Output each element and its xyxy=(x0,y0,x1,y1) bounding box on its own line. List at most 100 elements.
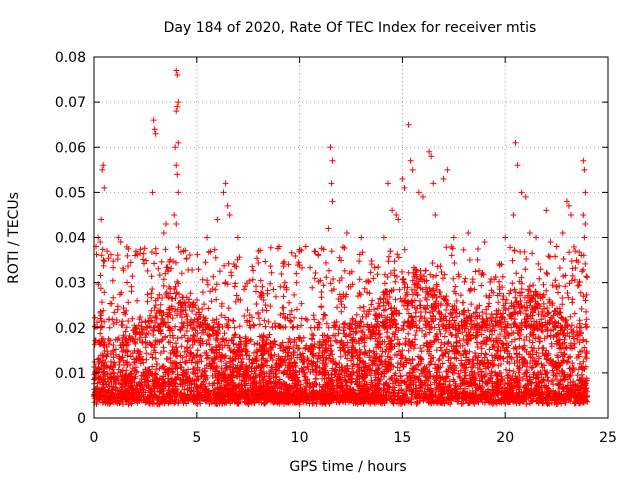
axis-ticks: 0 5 10 15 20 25 0 0.01 0.02 0.03 0.04 0.05 0.06 0.07 0… xyxy=(55,50,617,446)
data-point xyxy=(399,175,406,182)
data-point xyxy=(174,171,181,178)
x-tick-label: 15 xyxy=(393,430,411,446)
data-point xyxy=(526,229,533,236)
data-point xyxy=(151,126,158,133)
data-point xyxy=(430,180,437,187)
data-point xyxy=(175,139,182,146)
data-point xyxy=(581,234,588,241)
dense-point-cloud xyxy=(91,243,591,408)
data-point xyxy=(565,202,572,209)
data-point xyxy=(428,153,435,160)
y-tick-label: 0.05 xyxy=(55,185,86,201)
y-axis-label: ROTI / TECUs xyxy=(6,192,22,284)
data-point xyxy=(162,220,169,227)
data-point xyxy=(132,252,139,259)
data-point xyxy=(175,189,182,196)
data-point xyxy=(514,162,521,169)
data-point xyxy=(385,180,392,187)
y-tick-label: 0.03 xyxy=(55,276,86,292)
data-point xyxy=(98,216,105,223)
data-point xyxy=(255,248,262,255)
data-point xyxy=(465,229,472,236)
data-point xyxy=(172,144,179,151)
data-point xyxy=(512,139,519,146)
data-point xyxy=(220,189,227,196)
x-tick-label: 0 xyxy=(90,430,99,446)
y-tick-label: 0 xyxy=(77,411,86,427)
data-point xyxy=(572,248,579,255)
data-point xyxy=(173,67,180,74)
y-tick-label: 0.01 xyxy=(55,366,86,382)
data-point xyxy=(405,121,412,128)
data-point xyxy=(97,239,104,246)
x-tick-label: 5 xyxy=(192,430,201,446)
chart-title: Day 184 of 2020, Rate Of TEC Index for r… xyxy=(164,20,537,36)
data-point xyxy=(100,162,107,169)
data-point xyxy=(358,234,365,241)
data-point xyxy=(302,243,309,250)
data-point xyxy=(510,211,517,218)
data-point xyxy=(553,243,560,250)
data-point xyxy=(343,229,350,236)
data-point xyxy=(409,166,416,173)
data-point xyxy=(444,166,451,173)
data-point xyxy=(160,229,167,236)
data-point xyxy=(393,211,400,218)
data-point xyxy=(149,189,156,196)
y-tick-label: 0.06 xyxy=(55,140,86,156)
data-point xyxy=(419,193,426,200)
y-tick-label: 0.02 xyxy=(55,321,86,337)
data-point xyxy=(559,229,566,236)
data-point xyxy=(325,225,332,232)
data-point xyxy=(543,207,550,214)
data-point xyxy=(234,234,241,241)
data-point xyxy=(173,162,180,169)
data-point xyxy=(171,211,178,218)
data-point xyxy=(101,184,108,191)
data-point xyxy=(152,130,159,137)
data-point xyxy=(407,157,414,164)
data-point xyxy=(522,193,529,200)
data-point xyxy=(329,157,336,164)
data-point xyxy=(329,198,336,205)
y-tick-label: 0.04 xyxy=(55,231,86,247)
data-point xyxy=(578,252,585,259)
data-point xyxy=(518,189,525,196)
data-point xyxy=(174,72,181,79)
data-point xyxy=(415,189,422,196)
data-point xyxy=(224,202,231,209)
data-point xyxy=(99,166,106,173)
data-point xyxy=(117,239,124,246)
data-point xyxy=(327,144,334,151)
data-point xyxy=(481,239,488,246)
data-point xyxy=(401,184,408,191)
data-point xyxy=(450,234,457,241)
x-axis-label: GPS time / hours xyxy=(289,459,406,475)
data-point xyxy=(115,234,122,241)
data-point xyxy=(580,157,587,164)
data-point xyxy=(582,220,589,227)
data-point xyxy=(380,234,387,241)
data-point xyxy=(533,234,540,241)
data-point xyxy=(581,166,588,173)
data-point xyxy=(150,117,157,124)
x-tick-label: 20 xyxy=(496,430,514,446)
data-point xyxy=(582,189,589,196)
data-point xyxy=(440,175,447,182)
data-point xyxy=(328,180,335,187)
data-point xyxy=(426,148,433,155)
data-point xyxy=(276,243,283,250)
data-point xyxy=(222,180,229,187)
data-point xyxy=(173,220,180,227)
x-tick-label: 25 xyxy=(599,430,617,446)
y-tick-label: 0.08 xyxy=(55,50,86,66)
data-point xyxy=(226,211,233,218)
data-point xyxy=(175,99,182,106)
data-point xyxy=(547,239,554,246)
data-point xyxy=(214,216,221,223)
data-point xyxy=(432,211,439,218)
data-point xyxy=(395,216,402,223)
y-tick-label: 0.07 xyxy=(55,95,86,111)
